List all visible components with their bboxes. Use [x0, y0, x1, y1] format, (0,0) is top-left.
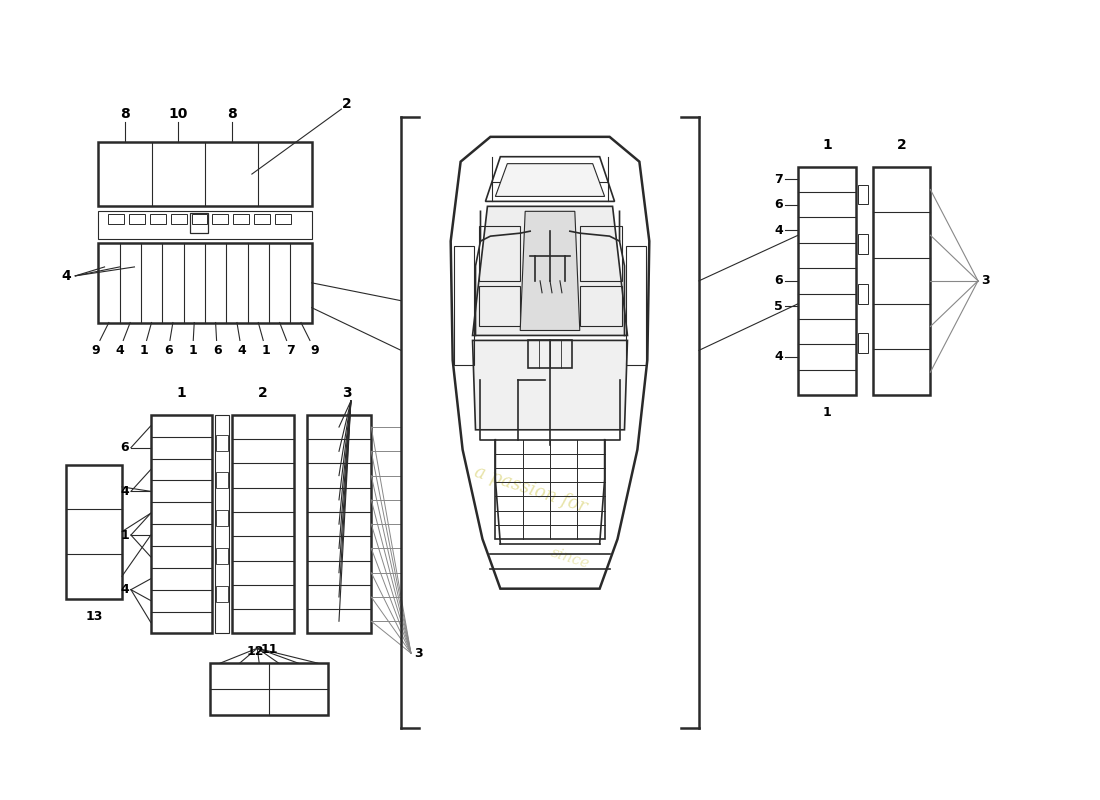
Text: 1: 1	[262, 344, 271, 357]
Text: 6: 6	[164, 344, 173, 357]
Bar	[275, 214, 290, 224]
Bar	[150, 214, 166, 224]
Bar	[478, 226, 520, 281]
Text: 2: 2	[258, 386, 268, 400]
Bar	[217, 473, 229, 488]
Bar	[216, 415, 229, 634]
Text: 4: 4	[236, 344, 245, 357]
Bar	[217, 434, 229, 450]
Text: 10: 10	[168, 107, 188, 121]
Text: 6: 6	[774, 274, 783, 287]
Bar	[799, 166, 856, 395]
Text: 8: 8	[227, 107, 236, 121]
Bar	[627, 246, 647, 366]
Bar	[190, 214, 208, 233]
Polygon shape	[473, 206, 627, 335]
Text: 4: 4	[774, 223, 783, 237]
Text: 13: 13	[86, 610, 103, 623]
Bar	[170, 214, 187, 224]
Text: 1: 1	[121, 529, 130, 542]
Text: since: since	[549, 546, 591, 572]
Bar	[233, 214, 249, 224]
Bar	[453, 246, 473, 366]
Bar	[217, 548, 229, 564]
Text: 9: 9	[310, 344, 319, 357]
Bar	[212, 214, 229, 224]
Bar	[191, 214, 208, 224]
Text: 6: 6	[212, 344, 221, 357]
Bar	[495, 440, 605, 539]
Text: 12: 12	[246, 645, 264, 658]
Bar	[478, 286, 520, 326]
Text: 4: 4	[121, 485, 130, 498]
Polygon shape	[495, 164, 605, 197]
Text: 7: 7	[286, 344, 295, 357]
Text: 3: 3	[981, 274, 990, 287]
Text: 4: 4	[62, 269, 72, 283]
Bar	[580, 226, 622, 281]
Text: 1: 1	[823, 406, 832, 419]
Text: 1: 1	[140, 344, 148, 357]
Text: 1: 1	[822, 138, 832, 152]
Bar	[858, 234, 868, 254]
Text: 9: 9	[91, 344, 100, 357]
Bar	[210, 663, 328, 714]
Bar	[98, 211, 311, 239]
Text: 3: 3	[342, 386, 352, 400]
Bar	[858, 334, 868, 354]
Bar	[858, 284, 868, 304]
Polygon shape	[473, 341, 627, 430]
Bar	[307, 415, 372, 634]
Bar	[217, 586, 229, 602]
Text: a passion for: a passion for	[472, 462, 588, 516]
Bar	[129, 214, 145, 224]
Bar	[254, 214, 270, 224]
Text: 6: 6	[121, 441, 130, 454]
Text: 1: 1	[188, 344, 197, 357]
Bar	[66, 465, 122, 598]
Bar	[872, 166, 931, 395]
Polygon shape	[520, 211, 580, 330]
Text: 1: 1	[177, 386, 187, 400]
Text: 4: 4	[121, 583, 130, 596]
Text: 7: 7	[774, 173, 783, 186]
Text: 4: 4	[774, 350, 783, 363]
Text: 3: 3	[415, 646, 424, 660]
Text: 6: 6	[774, 198, 783, 211]
Bar	[217, 510, 229, 526]
Bar	[232, 415, 294, 634]
Bar	[108, 214, 124, 224]
Bar	[98, 243, 311, 322]
Text: 5: 5	[774, 300, 783, 313]
Text: 2: 2	[896, 138, 906, 152]
Bar	[858, 185, 868, 204]
Text: 11: 11	[261, 642, 277, 656]
Text: 4: 4	[116, 344, 124, 357]
Text: 2: 2	[341, 97, 351, 111]
Bar	[98, 142, 311, 206]
Text: 8: 8	[120, 107, 130, 121]
Bar	[151, 415, 212, 634]
Bar	[580, 286, 622, 326]
Bar	[528, 341, 572, 368]
